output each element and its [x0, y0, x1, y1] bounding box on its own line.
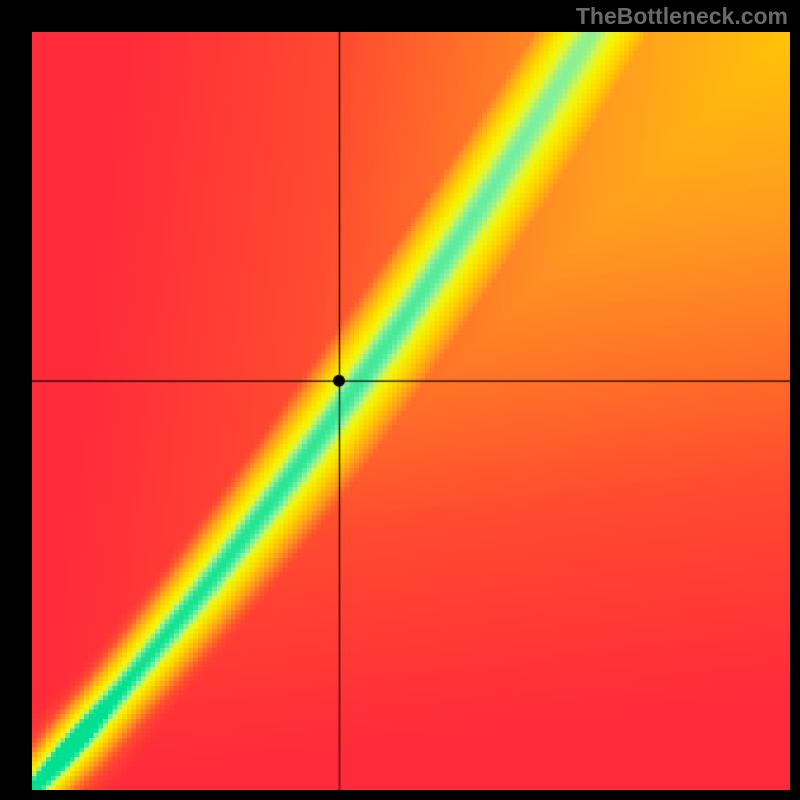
chart-container: TheBottleneck.com: [0, 0, 800, 800]
overlay-canvas: [32, 32, 790, 790]
watermark-text: TheBottleneck.com: [576, 3, 788, 30]
